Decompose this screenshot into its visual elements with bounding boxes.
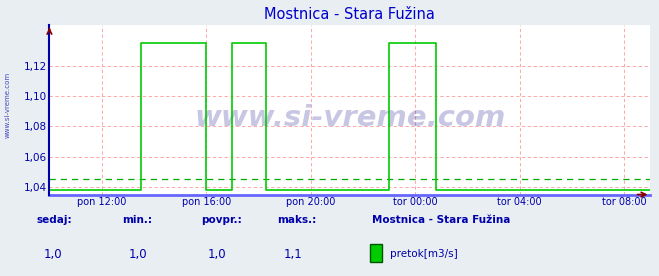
- Text: www.si-vreme.com: www.si-vreme.com: [194, 104, 505, 132]
- Text: 1,1: 1,1: [284, 248, 302, 261]
- Text: 1,0: 1,0: [208, 248, 227, 261]
- Text: Mostnica - Stara Fužina: Mostnica - Stara Fužina: [372, 215, 511, 225]
- Text: www.si-vreme.com: www.si-vreme.com: [5, 72, 11, 138]
- Text: pretok[m3/s]: pretok[m3/s]: [390, 249, 458, 259]
- Text: maks.:: maks.:: [277, 215, 316, 225]
- Text: 1,0: 1,0: [43, 248, 62, 261]
- Text: 1,0: 1,0: [129, 248, 148, 261]
- Text: sedaj:: sedaj:: [36, 215, 72, 225]
- Title: Mostnica - Stara Fužina: Mostnica - Stara Fužina: [264, 7, 436, 22]
- Text: min.:: min.:: [122, 215, 152, 225]
- Text: povpr.:: povpr.:: [201, 215, 242, 225]
